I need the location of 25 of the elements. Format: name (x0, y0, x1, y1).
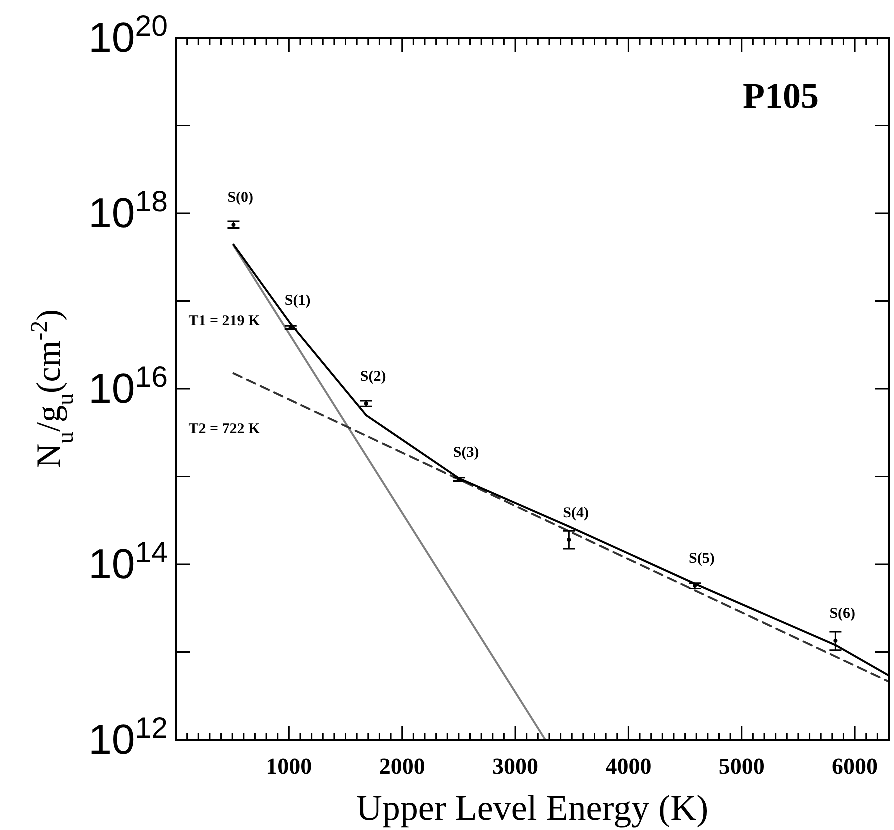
x-tick-label: 6000 (832, 754, 878, 779)
point (364, 402, 368, 406)
annotation: S(4) (563, 505, 590, 522)
annotation: S(6) (830, 606, 856, 622)
x-axis-title: Upper Level Energy (K) (356, 788, 709, 828)
x-tick-label: 1000 (266, 754, 312, 779)
annotation: S(2) (360, 368, 386, 385)
y-tick-label: 10$^{14}$ (88, 536, 168, 588)
y-tick-label: 10$^{20}$ (88, 10, 168, 61)
text: T2 = 722 K (188, 422, 261, 438)
y-tick-label: 10$^{16}$ (88, 360, 168, 412)
annotation: S(3) (453, 444, 480, 461)
annotation: S(0) (228, 190, 254, 206)
y-tick-label: 10$^{12}$ (88, 712, 168, 763)
y-tick-label: 10$^{18}$ (88, 185, 168, 236)
point (693, 584, 698, 588)
annotation: S(5) (689, 551, 715, 568)
annotation: S(1) (284, 292, 311, 309)
text: P105 (743, 76, 819, 116)
x-tick-label: 3000 (492, 754, 539, 779)
x-tick-label: 4000 (606, 754, 652, 779)
point (232, 222, 236, 227)
series-label: T1 = 219 K (188, 314, 261, 330)
x-tick-label: 2000 (379, 754, 426, 779)
x-tick-label: 5000 (718, 754, 765, 779)
